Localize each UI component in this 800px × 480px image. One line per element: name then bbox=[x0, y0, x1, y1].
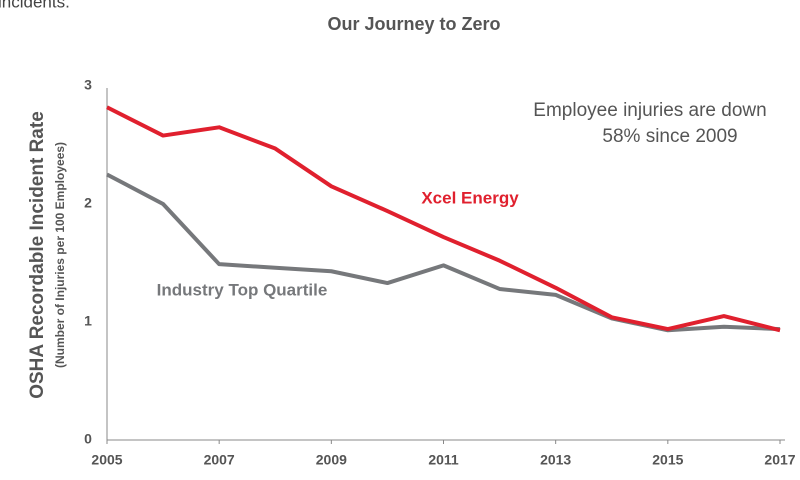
x-tick-label: 2011 bbox=[428, 452, 459, 468]
y-tick-label: 3 bbox=[84, 77, 92, 93]
series-label: Industry Top Quartile bbox=[157, 280, 328, 299]
y-tick-label: 2 bbox=[84, 195, 92, 211]
series-label: Xcel Energy bbox=[421, 188, 519, 207]
annotation: 58% since 2009 bbox=[602, 126, 737, 147]
x-tick-label: 2009 bbox=[316, 452, 347, 468]
y-tick-label: 0 bbox=[84, 431, 92, 447]
x-tick-label: 2015 bbox=[652, 452, 683, 468]
y-tick-label: 1 bbox=[84, 313, 92, 329]
y-axis-sublabel: (Number of Injuries per 100 Employees) bbox=[53, 142, 67, 368]
annotation: Employee injuries are down bbox=[533, 100, 766, 121]
series-line bbox=[106, 105, 781, 333]
x-tick-label: 2007 bbox=[204, 452, 235, 468]
header-note: incidents. bbox=[0, 0, 70, 11]
chart-title: Our Journey to Zero bbox=[327, 14, 500, 34]
y-axis-label: OSHA Recordable Incident Rate bbox=[27, 111, 48, 399]
x-tick-label: 2005 bbox=[91, 452, 122, 468]
x-tick-label: 2013 bbox=[540, 452, 571, 468]
x-tick-label: 2017 bbox=[764, 452, 795, 468]
